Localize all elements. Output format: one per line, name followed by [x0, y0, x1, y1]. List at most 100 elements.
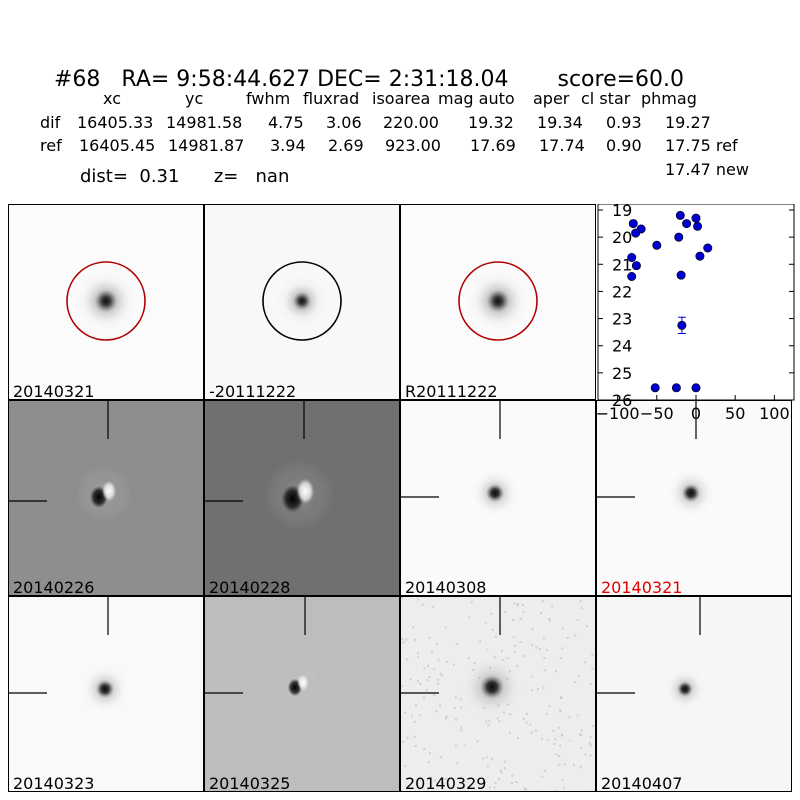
- noise-pixel: [508, 731, 511, 734]
- noise-pixel: [519, 617, 522, 620]
- data-point: [675, 210, 685, 220]
- noise-pixel: [545, 712, 548, 715]
- noise-pixel: [414, 744, 417, 747]
- data-point: [674, 232, 684, 242]
- noise-pixel: [484, 621, 487, 624]
- noise-pixel: [433, 668, 436, 671]
- x-tick-label: 100: [759, 404, 790, 423]
- noise-pixel: [543, 669, 546, 672]
- stamp-date-label: 20140228: [209, 578, 291, 596]
- noise-pixel: [562, 786, 565, 789]
- noise-pixel: [504, 610, 507, 613]
- noise-pixel: [557, 726, 560, 729]
- data-point: [650, 383, 660, 393]
- noise-pixel: [416, 783, 419, 786]
- data-point: [682, 219, 692, 229]
- noise-pixel: [460, 726, 463, 729]
- noise-pixel: [536, 688, 539, 691]
- noise-pixel: [531, 628, 534, 631]
- stamp-panel: 20140308: [400, 400, 596, 596]
- noise-pixel: [522, 655, 525, 658]
- col-fwhm: fwhm: [246, 89, 291, 108]
- dist-value: dist= 0.31: [80, 166, 180, 187]
- noise-pixel: [503, 767, 506, 770]
- noise-pixel: [436, 781, 439, 784]
- dist-line: dist= 0.31 z= nan: [80, 166, 289, 187]
- stamp-date-label: 20140323: [13, 774, 95, 792]
- stamp-panel: 20140323: [8, 596, 204, 792]
- noise-pixel: [454, 696, 457, 699]
- stamp-date-label: 20140226: [13, 578, 95, 596]
- y-tick-label: 26: [612, 391, 632, 410]
- stamp-date-label: R20111222: [405, 382, 498, 400]
- col-cl-star: cl star: [581, 89, 631, 108]
- noise-pixel: [541, 737, 544, 740]
- noise-pixel: [445, 660, 448, 663]
- noise-pixel: [558, 755, 561, 758]
- col-xc: xc: [103, 89, 121, 108]
- y-tick-label: 21: [612, 255, 632, 274]
- cell-fluxrad: 3.06: [326, 113, 362, 132]
- noise-pixel: [514, 644, 517, 647]
- noise-pixel: [401, 637, 404, 640]
- noise-pixel: [486, 648, 489, 651]
- noise-pixel: [405, 638, 408, 641]
- noise-pixel: [486, 765, 489, 768]
- noise-pixel: [485, 756, 488, 759]
- noise-pixel: [410, 715, 413, 718]
- noise-pixel: [542, 686, 545, 689]
- noise-pixel: [413, 638, 416, 641]
- noise-pixel: [441, 674, 444, 677]
- noise-pixel: [467, 616, 470, 619]
- dec-value: DEC= 2:31:18.04: [317, 67, 509, 92]
- noise-pixel: [510, 782, 513, 785]
- noise-pixel: [511, 774, 514, 777]
- noise-pixel: [554, 670, 557, 673]
- noise-pixel: [535, 646, 538, 649]
- noise-pixel: [419, 778, 422, 781]
- noise-pixel: [512, 618, 515, 621]
- noise-pixel: [591, 653, 594, 656]
- cell-aper: 19.34: [537, 113, 583, 132]
- noise-pixel: [401, 685, 404, 688]
- x-tick-label: 50: [725, 404, 745, 423]
- noise-pixel: [576, 618, 579, 621]
- y-tick-label: 20: [612, 228, 632, 247]
- noise-pixel: [442, 782, 445, 785]
- noise-pixel: [568, 716, 571, 719]
- noise-pixel: [506, 656, 509, 659]
- noise-pixel: [558, 763, 561, 766]
- noise-pixel: [455, 642, 458, 645]
- noise-pixel: [431, 605, 434, 608]
- noise-pixel: [576, 714, 579, 717]
- noise-pixel: [561, 734, 564, 737]
- noise-pixel: [426, 679, 429, 682]
- noise-pixel: [406, 736, 409, 739]
- noise-pixel: [437, 682, 440, 685]
- noise-pixel: [566, 636, 569, 639]
- y-tick-label: 25: [612, 364, 632, 383]
- noise-pixel: [476, 740, 479, 743]
- noise-pixel: [499, 769, 502, 772]
- stamp-image: [401, 597, 595, 791]
- noise-pixel: [538, 648, 541, 651]
- noise-pixel: [423, 748, 426, 751]
- noise-pixel: [437, 659, 440, 662]
- noise-pixel: [413, 735, 416, 738]
- noise-pixel: [490, 612, 493, 615]
- noise-pixel: [456, 762, 459, 765]
- data-point: [691, 213, 701, 223]
- data-point: [628, 219, 638, 229]
- noise-pixel: [416, 652, 419, 655]
- y-tick-label: 22: [612, 282, 632, 301]
- noise-pixel: [559, 657, 562, 660]
- positive-residual: [296, 478, 314, 504]
- x-tick-label: 0: [691, 404, 701, 423]
- col-fluxrad: fluxrad: [303, 89, 360, 108]
- noise-pixel: [577, 675, 580, 678]
- noise-pixel: [560, 696, 563, 699]
- noise-pixel: [508, 670, 511, 673]
- stamp-image: [9, 401, 132, 522]
- noise-pixel: [485, 720, 488, 723]
- cell-aper: 17.74: [539, 136, 585, 155]
